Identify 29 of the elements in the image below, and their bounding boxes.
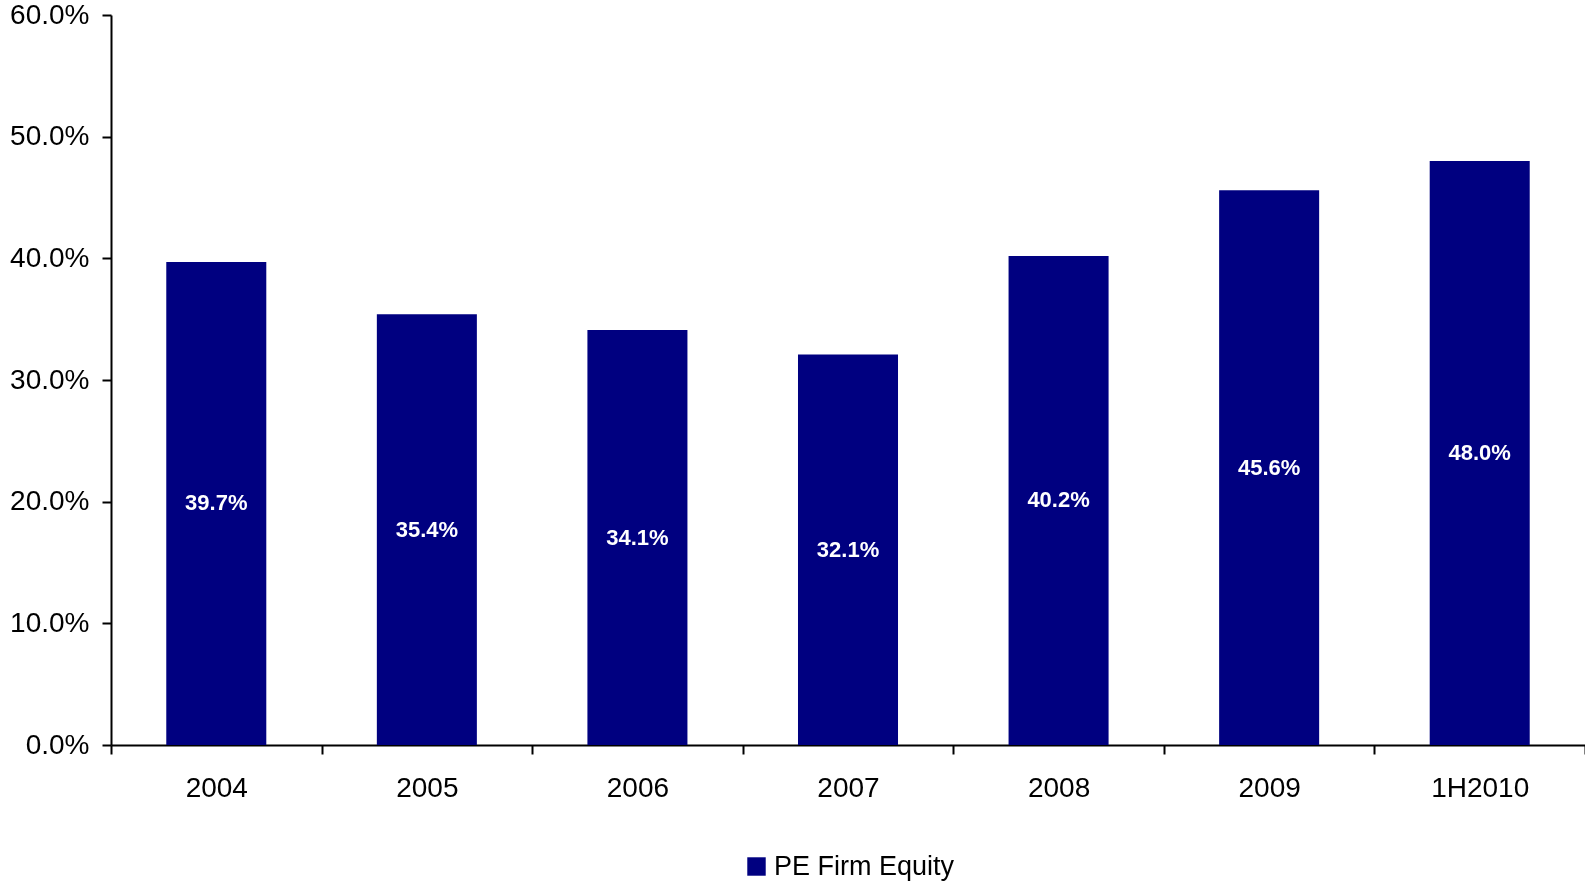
bar — [166, 261, 267, 745]
data-label: 35.4% — [395, 516, 459, 542]
x-tick-label: 2008 — [1027, 771, 1091, 803]
data-label: 45.6% — [1237, 454, 1301, 480]
bar — [1219, 190, 1320, 745]
y-tick-label: 40.0% — [10, 241, 90, 273]
x-tick-label: 2006 — [606, 771, 670, 803]
data-label: 40.2% — [1027, 487, 1090, 513]
bar — [587, 330, 688, 745]
x-tick-label: 2004 — [185, 771, 248, 803]
y-tick-label: 0.0% — [25, 728, 90, 760]
y-tick-label: 60.0% — [10, 0, 90, 30]
bar — [797, 354, 899, 745]
y-tick-label: 50.0% — [10, 120, 90, 152]
x-tick-label: 2005 — [396, 771, 459, 803]
y-tick-label: 30.0% — [10, 363, 90, 395]
x-tick-label: 2007 — [817, 771, 880, 803]
bar — [1008, 255, 1109, 745]
data-label: 34.1% — [606, 524, 669, 550]
bar — [376, 314, 477, 745]
x-tick-label: 2009 — [1238, 771, 1301, 803]
data-label: 39.7% — [185, 490, 248, 516]
x-tick-label: 1H2010 — [1431, 771, 1530, 803]
bar — [1429, 161, 1530, 745]
y-tick-label: 10.0% — [10, 606, 90, 638]
data-label: 32.1% — [816, 536, 880, 562]
legend-label: PE Firm Equity — [774, 850, 955, 881]
data-label: 48.0% — [1448, 440, 1511, 465]
y-tick-label: 20.0% — [10, 485, 90, 517]
